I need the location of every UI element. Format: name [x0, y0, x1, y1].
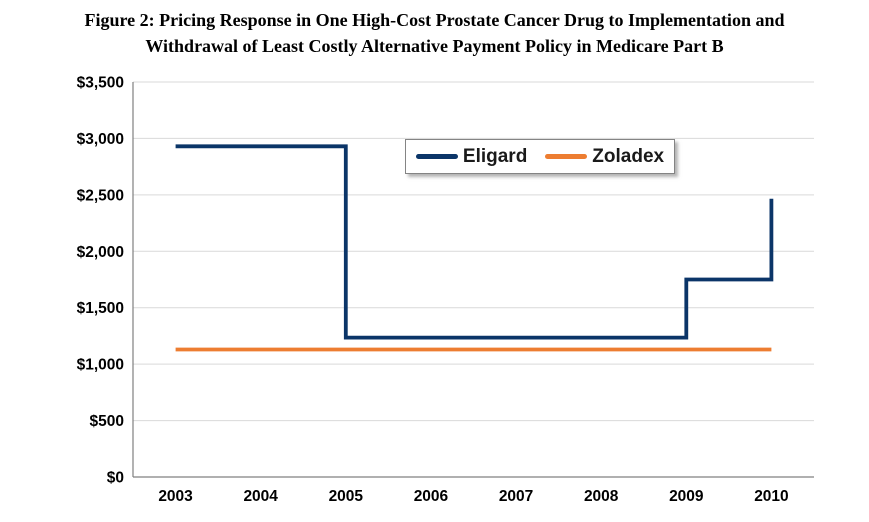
y-tick-label: $500 [90, 413, 124, 430]
legend: Eligard Zoladex [405, 139, 675, 174]
zoladex-line-swatch [545, 154, 588, 159]
y-tick-label: $1,500 [77, 300, 124, 317]
y-tick-label: $3,000 [77, 131, 124, 148]
x-tick-label: 2005 [329, 488, 364, 505]
x-tick-label: 2010 [754, 488, 788, 505]
legend-item-eligard: Eligard [415, 145, 528, 168]
x-tick-label: 2003 [158, 488, 193, 505]
y-tick-label: $0 [107, 470, 124, 487]
x-tick-label: 2009 [669, 488, 704, 505]
x-tick-label: 2004 [243, 488, 278, 505]
x-tick-label: 2007 [499, 488, 533, 505]
legend-label-eligard: Eligard [462, 145, 528, 167]
y-tick-label: $3,500 [77, 75, 124, 92]
y-tick-label: $2,000 [77, 244, 124, 261]
chart-title-line-2: Withdrawal of Least Costly Alternative P… [145, 36, 724, 56]
y-tick-label: $1,000 [77, 357, 124, 374]
x-tick-label: 2008 [584, 488, 619, 505]
chart-title-line-1: Figure 2: Pricing Response in One High-C… [84, 10, 785, 30]
legend-label-zoladex: Zoladex [592, 145, 665, 167]
chart-title: Figure 2: Pricing Response in One High-C… [0, 7, 869, 59]
y-tick-label: $2,500 [77, 187, 124, 204]
eligard-line-swatch [415, 154, 458, 159]
x-tick-label: 2006 [414, 488, 449, 505]
legend-item-zoladex: Zoladex [545, 146, 664, 168]
eligard-line [175, 144, 774, 340]
